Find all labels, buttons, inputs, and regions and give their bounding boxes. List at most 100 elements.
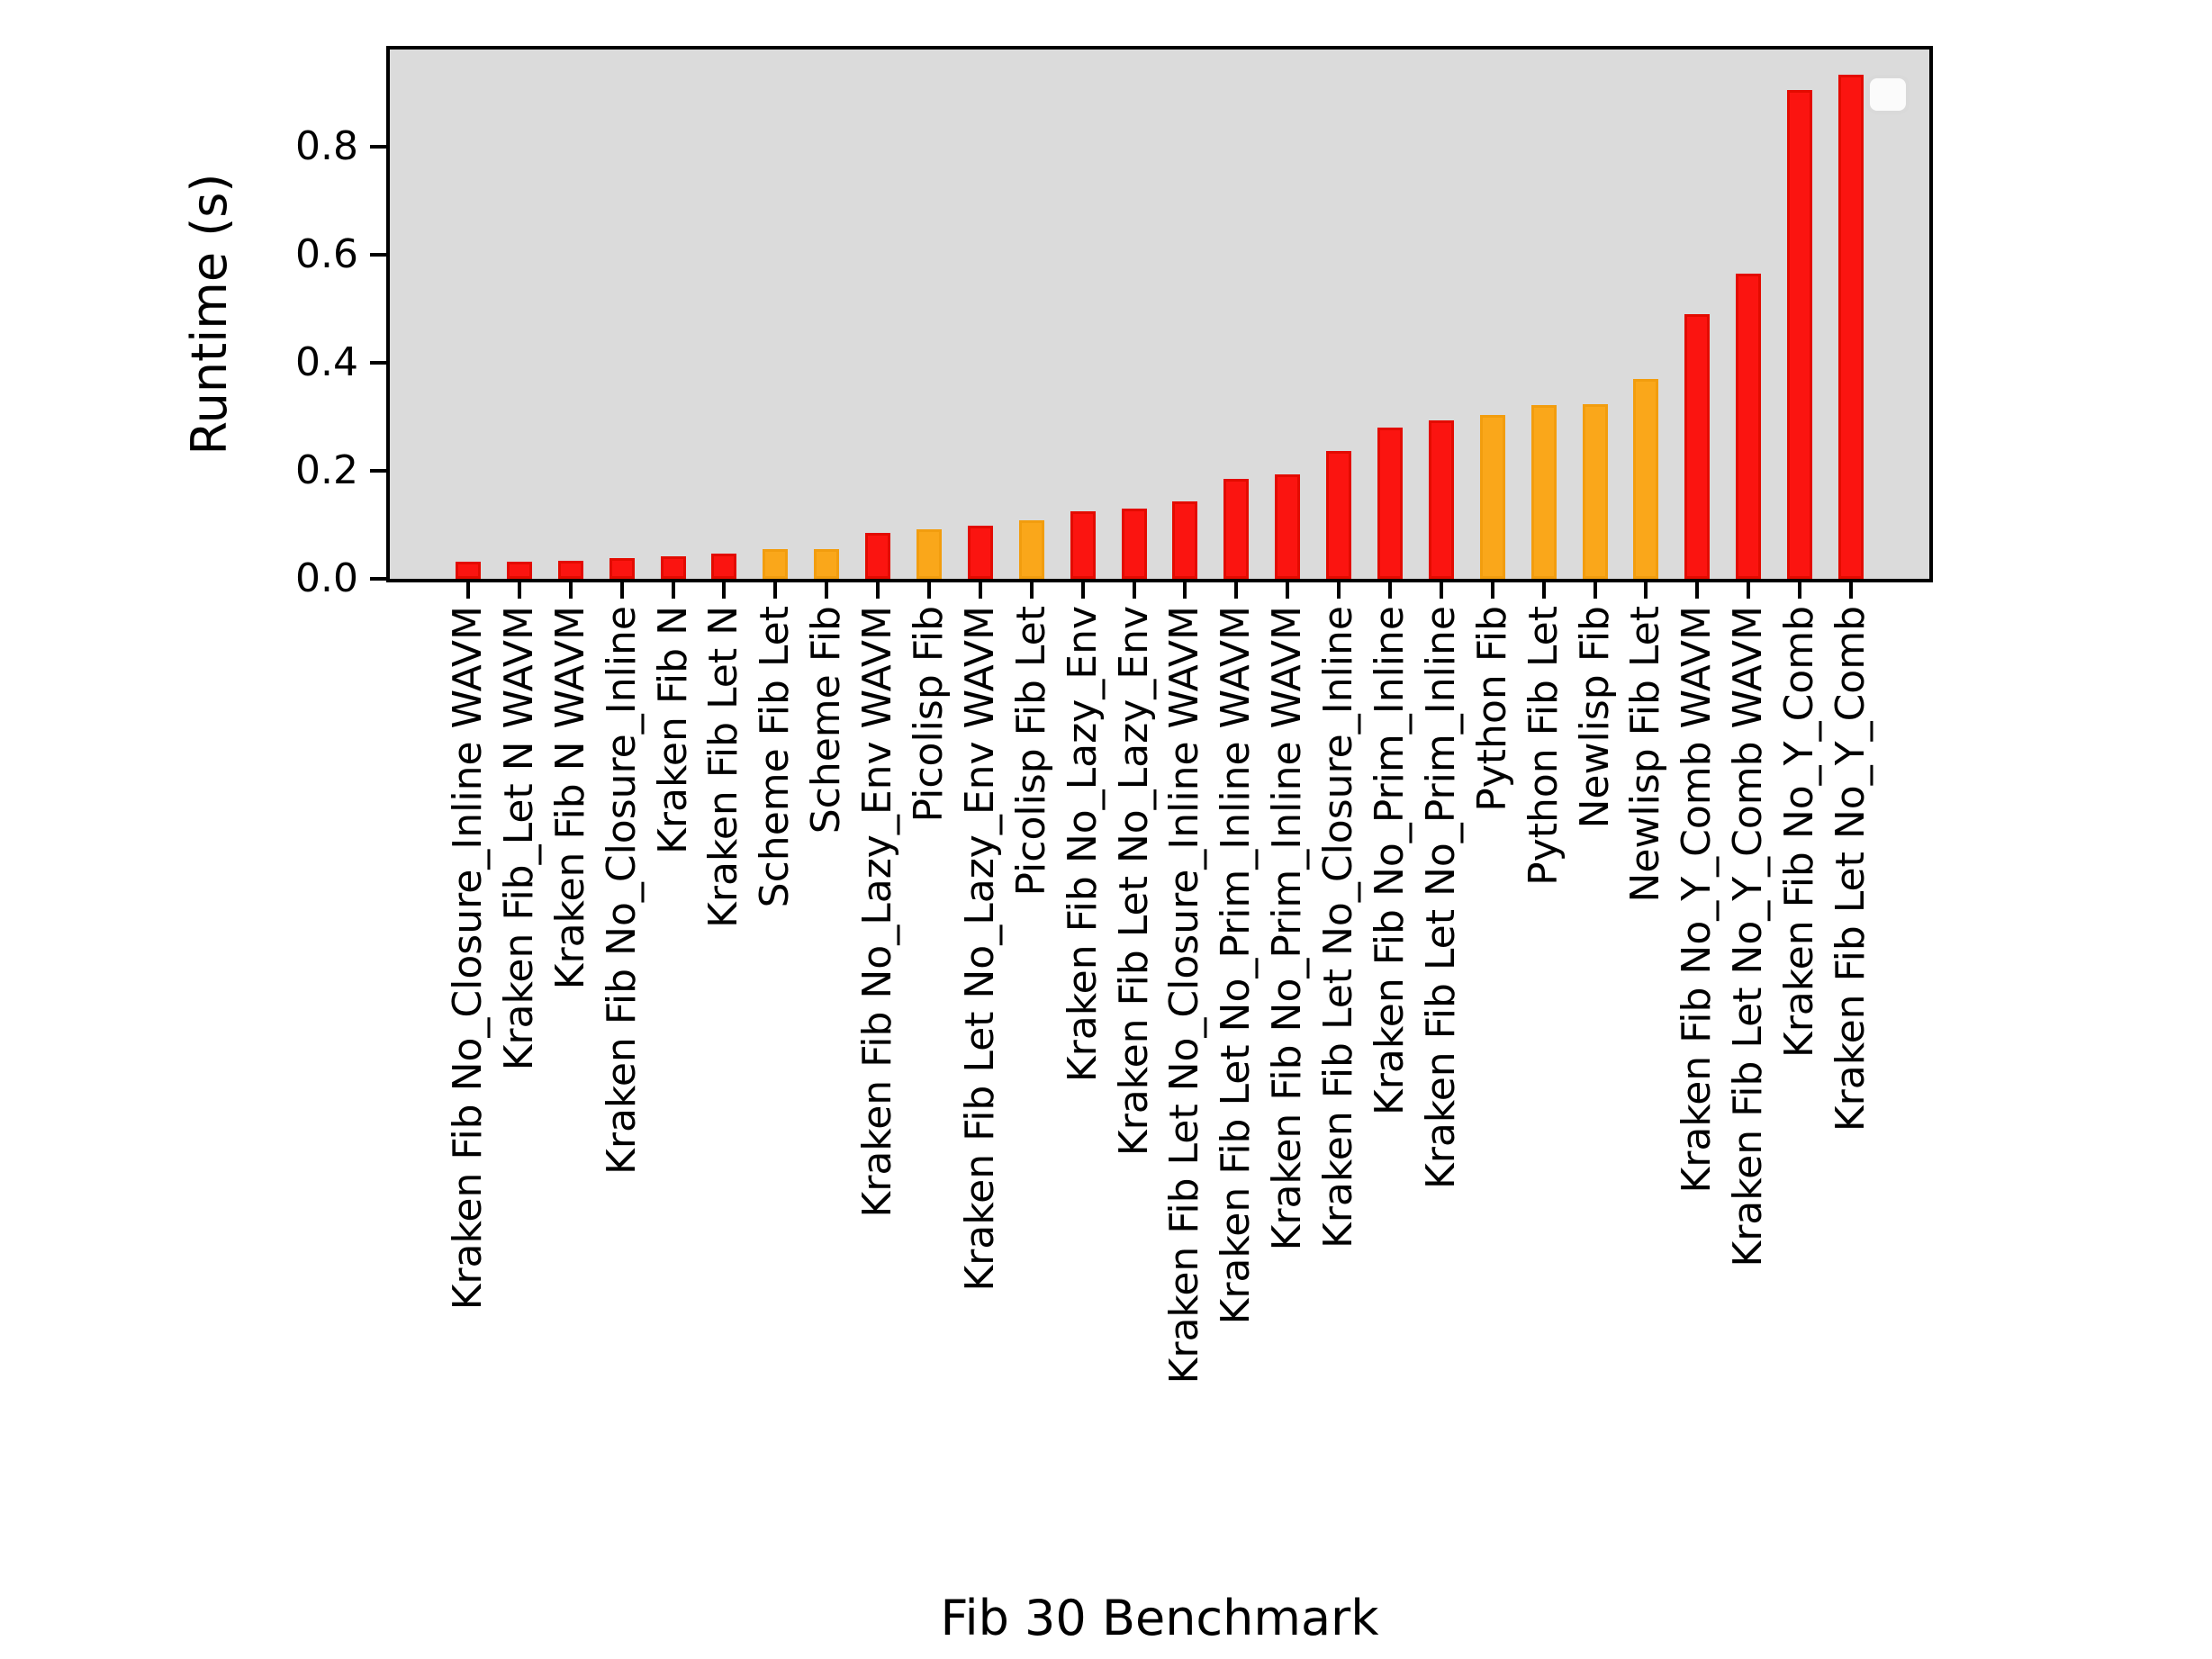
x-tick-label-text: Kraken Fib No_Y_Comb WAVM <box>1674 606 1720 1194</box>
bar-6 <box>711 554 736 579</box>
x-tick-label-text: Python Fib <box>1469 606 1515 812</box>
x-tick-label-text: Newlisp Fib Let <box>1622 606 1668 903</box>
bar-7 <box>763 549 788 579</box>
bar-13 <box>1070 511 1096 579</box>
bar-17 <box>1275 474 1300 579</box>
bar-28 <box>1838 75 1864 579</box>
x-tick-mark-18 <box>1337 582 1341 599</box>
x-tick-label-text: Kraken Fib_Let N WAVM <box>496 606 542 1071</box>
x-tick-mark-25 <box>1695 582 1699 599</box>
bar-23 <box>1583 404 1608 579</box>
bar-8 <box>814 549 839 579</box>
x-tick-label-text: Kraken Fib Let N <box>700 606 746 928</box>
x-tick-label-text: Kraken Fib No_Lazy_Env <box>1060 606 1106 1083</box>
x-tick-label-text: Scheme Fib Let <box>752 606 798 908</box>
bar-9 <box>865 533 890 579</box>
x-tick-label-text: Kraken Fib Let No_Prim_Inline <box>1418 606 1464 1190</box>
x-tick-mark-24 <box>1644 582 1648 599</box>
x-tick-mark-9 <box>876 582 880 599</box>
x-tick-label-text: Kraken Fib No_Y_Comb <box>1776 606 1822 1059</box>
x-tick-label-text: Kraken Fib N <box>650 606 696 854</box>
x-tick-label-text: Kraken Fib No_Prim_Inline WAVM <box>1264 606 1310 1251</box>
y-tick-mark-0.4 <box>370 361 386 365</box>
y-tick-label-0.4: 0.4 <box>295 339 358 385</box>
x-tick-mark-26 <box>1747 582 1750 599</box>
x-tick-label-28: Kraken Fib Let No_Y_Comb <box>1828 606 2212 1132</box>
x-tick-label-text: Kraken Fib Let No_Y_Comb WAVM <box>1725 606 1771 1267</box>
bar-22 <box>1531 405 1557 579</box>
x-tick-mark-17 <box>1286 582 1289 599</box>
bar-2 <box>507 562 532 579</box>
x-tick-mark-11 <box>979 582 982 599</box>
x-tick-mark-2 <box>518 582 521 599</box>
x-tick-label-text: Kraken Fib Let No_Prim_Inline WAVM <box>1213 606 1259 1325</box>
x-tick-label-text: Kraken Fib Let No_Lazy_Env WAVM <box>957 606 1003 1292</box>
bar-26 <box>1736 274 1761 579</box>
bar-15 <box>1172 501 1197 579</box>
bar-10 <box>916 529 942 579</box>
x-tick-mark-20 <box>1440 582 1443 599</box>
y-tick-mark-0.2 <box>370 469 386 473</box>
bar-20 <box>1429 420 1454 579</box>
y-tick-label-0.0: 0.0 <box>295 555 358 601</box>
x-tick-mark-7 <box>773 582 777 599</box>
x-tick-mark-22 <box>1542 582 1546 599</box>
bar-18 <box>1326 451 1351 579</box>
y-tick-label-0.2: 0.2 <box>295 447 358 493</box>
bar-1 <box>456 562 481 579</box>
bar-12 <box>1019 520 1044 579</box>
bar-21 <box>1480 415 1505 579</box>
x-tick-mark-23 <box>1594 582 1597 599</box>
y-tick-mark-0.6 <box>370 253 386 257</box>
x-tick-mark-10 <box>927 582 931 599</box>
x-tick-label-text: Picolisp Fib Let <box>1008 606 1054 897</box>
x-tick-mark-12 <box>1030 582 1034 599</box>
plot-area <box>386 46 1933 582</box>
bar-5 <box>661 556 686 579</box>
x-tick-mark-19 <box>1388 582 1392 599</box>
bar-27 <box>1787 90 1812 579</box>
bar-3 <box>558 561 583 579</box>
x-tick-mark-27 <box>1798 582 1801 599</box>
x-tick-mark-6 <box>722 582 726 599</box>
x-tick-label-text: Kraken Fib Let No_Y_Comb <box>1828 606 1873 1132</box>
bar-14 <box>1122 509 1147 579</box>
x-tick-mark-14 <box>1133 582 1136 599</box>
legend-box <box>1866 75 1910 114</box>
bar-4 <box>609 558 635 579</box>
x-tick-label-text: Kraken Fib No_Closure_Inline <box>599 606 645 1175</box>
x-tick-mark-5 <box>672 582 675 599</box>
x-tick-mark-15 <box>1183 582 1187 599</box>
bar-16 <box>1223 479 1249 579</box>
x-tick-mark-1 <box>466 582 470 599</box>
bar-19 <box>1377 428 1403 579</box>
bar-25 <box>1684 314 1710 579</box>
y-tick-mark-0.0 <box>370 577 386 581</box>
y-tick-mark-0.8 <box>370 145 386 149</box>
x-tick-mark-8 <box>825 582 828 599</box>
x-tick-label-text: Newlisp Fib <box>1572 606 1618 829</box>
x-tick-label-text: Kraken Fib Let No_Closure_Inline WAVM <box>1161 606 1207 1384</box>
x-tick-label-text: Kraken Fib No_Prim_Inline <box>1367 606 1413 1116</box>
x-tick-label-text: Kraken Fib No_Closure_Inline WAVM <box>445 606 491 1311</box>
bar-24 <box>1633 379 1658 579</box>
x-tick-label-text: Kraken Fib Let No_Closure_Inline <box>1315 606 1361 1249</box>
x-axis-label: Fib 30 Benchmark <box>940 1590 1379 1646</box>
x-tick-mark-3 <box>569 582 573 599</box>
y-axis-label-text: Runtime (s) <box>181 173 238 455</box>
x-tick-label-text: Scheme Fib <box>803 606 849 834</box>
x-tick-mark-16 <box>1234 582 1238 599</box>
y-tick-label-0.8: 0.8 <box>295 123 358 169</box>
x-tick-mark-21 <box>1491 582 1494 599</box>
x-tick-label-text: Picolisp Fib <box>906 606 952 823</box>
y-tick-label-0.6: 0.6 <box>295 231 358 277</box>
x-tick-label-text: Kraken Fib N WAVM <box>547 606 593 990</box>
x-tick-mark-4 <box>620 582 624 599</box>
x-tick-label-text: Python Fib Let <box>1521 606 1566 886</box>
x-tick-mark-28 <box>1849 582 1853 599</box>
x-tick-mark-13 <box>1081 582 1085 599</box>
bar-11 <box>968 526 993 579</box>
x-tick-label-text: Kraken Fib No_Lazy_Env WAVM <box>854 606 900 1218</box>
x-tick-label-text: Kraken Fib Let No_Lazy_Env <box>1111 606 1157 1157</box>
